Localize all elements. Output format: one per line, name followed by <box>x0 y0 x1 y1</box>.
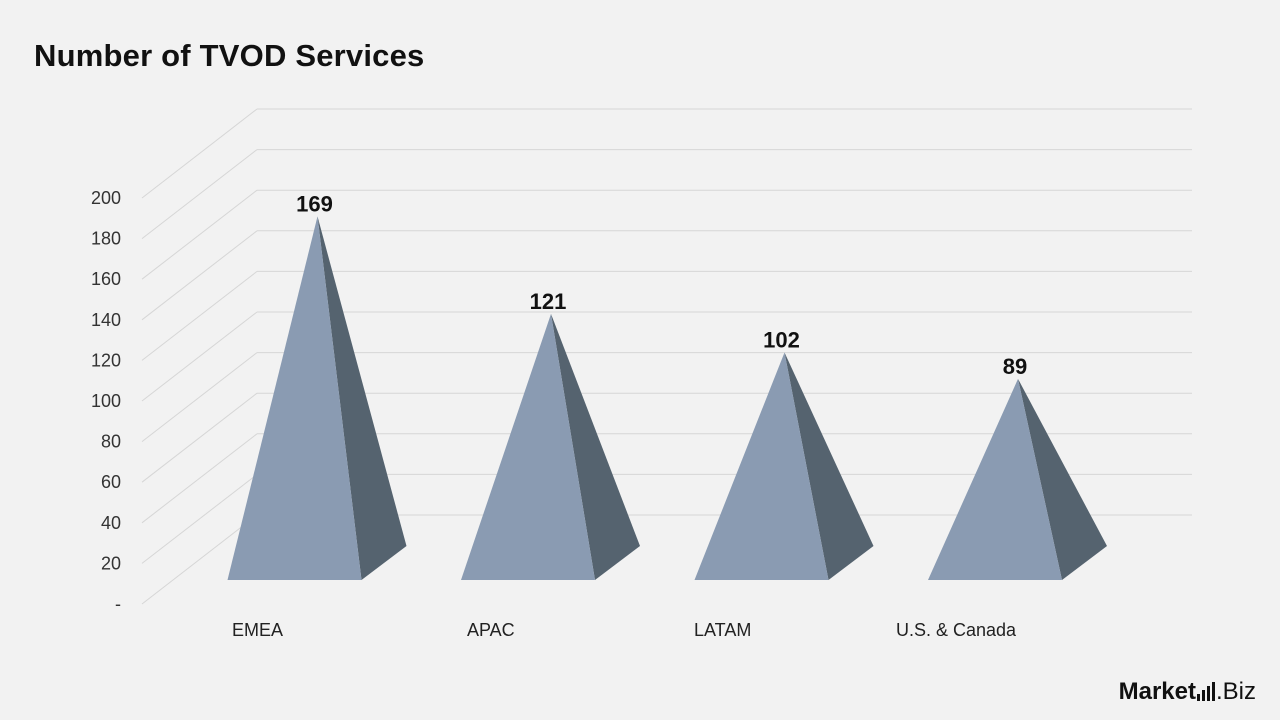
chart-title: Number of TVOD Services <box>34 38 425 73</box>
y-tick-label: 20 <box>101 553 121 573</box>
pyramid-front-face <box>461 313 595 580</box>
grid-diagonal <box>141 271 258 361</box>
pyramid-bar <box>694 352 874 580</box>
pyramid-side-face <box>551 313 640 580</box>
category-label: LATAM <box>694 620 751 640</box>
grid-diagonal <box>141 474 258 564</box>
category-label: APAC <box>467 620 515 640</box>
data-label: 102 <box>763 327 800 352</box>
grid-diagonal <box>141 311 258 402</box>
grid-diagonal <box>141 392 258 483</box>
y-tick-label: 80 <box>101 432 121 452</box>
data-label: 169 <box>296 191 333 216</box>
y-tick-label: 40 <box>101 513 121 533</box>
grid-diagonal <box>141 108 258 199</box>
logo-brand-text: Market <box>1118 678 1196 705</box>
pyramid-bar <box>928 378 1107 580</box>
bar-chart-icon <box>1196 682 1215 701</box>
y-tick-label: 60 <box>101 472 121 492</box>
pyramid-side-face <box>1018 378 1107 580</box>
grid-diagonal <box>141 149 258 239</box>
pyramid-front-face <box>227 216 362 580</box>
grid-layer <box>141 108 1192 605</box>
data-label: 89 <box>1003 354 1027 379</box>
y-tick-label: 120 <box>91 350 121 370</box>
y-tick-label: - <box>115 594 121 614</box>
y-tick-label: 200 <box>91 188 121 208</box>
data-labels: 169 121 102 89 <box>296 191 1027 378</box>
y-tick-label: 140 <box>91 310 121 330</box>
pyramid-series <box>227 216 1107 580</box>
grid-diagonal <box>141 189 258 280</box>
grid-diagonal <box>141 433 258 524</box>
y-tick-label: 160 <box>91 269 121 289</box>
grid-diagonal <box>141 352 258 442</box>
data-label: 121 <box>530 289 567 314</box>
grid-diagonal <box>141 514 258 605</box>
pyramid-front-face <box>694 352 829 580</box>
pyramid-side-face <box>784 352 874 580</box>
pyramid-front-face <box>928 378 1062 580</box>
x-axis-categories: EMEA APAC LATAM U.S. & Canada <box>232 620 1017 640</box>
pyramid-side-face <box>317 216 407 580</box>
y-tick-label: 180 <box>91 229 121 249</box>
y-axis-ticks: - 20 40 60 80 100 120 140 160 180 200 <box>91 188 121 614</box>
pyramid-bar <box>461 313 640 580</box>
marketbiz-logo: Market .Biz <box>1119 678 1256 706</box>
grid-diagonal <box>141 230 258 321</box>
category-label: U.S. & Canada <box>896 620 1017 640</box>
logo-suffix-text: .Biz <box>1215 678 1256 705</box>
pyramid-bar <box>227 216 407 580</box>
y-tick-label: 100 <box>91 391 121 411</box>
category-label: EMEA <box>232 620 283 640</box>
